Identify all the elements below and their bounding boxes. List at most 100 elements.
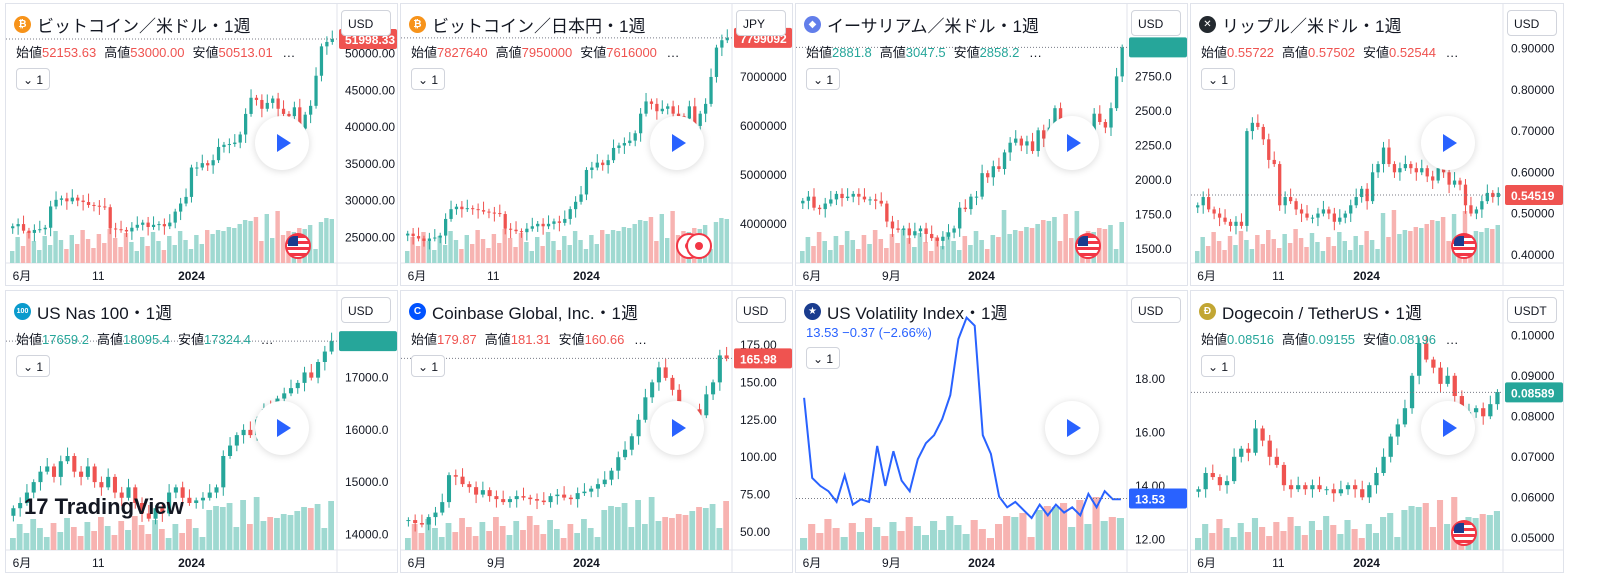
more-icon[interactable]: … [1025,45,1042,60]
volume-bar [682,515,689,550]
play-button[interactable] [1421,401,1475,455]
y-tick-label: 1500.0 [1135,242,1172,256]
chart-title[interactable]: C Coinbase Global, Inc.・1週 [409,299,638,324]
candle-body [427,238,431,241]
interval-toggle[interactable]: ⌄ 1 [1201,355,1235,377]
chart-title[interactable]: ₿ ビットコイン／米ドル・1週 [14,12,250,37]
currency-label[interactable]: USD [736,297,786,323]
currency-label[interactable]: USDT [1507,297,1557,323]
volume-bar [442,245,448,263]
currency-label[interactable]: JPY [736,10,786,36]
change-value: −0.37 [842,325,879,340]
candle-body [1360,188,1364,198]
x-tick-label: 11 [92,269,105,283]
volume-bar [1012,230,1018,263]
y-tick-label: 0.60000 [1511,165,1555,179]
chart-panel-ethusd[interactable]: 2750.0 2500.0 2250.0 2000.0 1750.0 1500.0 6月 9月… [795,3,1188,286]
chart-title[interactable]: Ð Dogecoin / TetherUS・1週 [1199,299,1422,324]
candle-body [244,113,248,135]
interval-toggle[interactable]: ⌄ 1 [411,68,445,90]
chart-panel-btcjpy[interactable]: 7000000 6000000 5000000 4000000 6月 11 2024 7799… [400,3,793,286]
chart-panel-nas100[interactable]: 17000.0 16000.0 15000.0 14000.0 6月 11 2024 100 U… [5,290,398,573]
currency-label[interactable]: USD [341,10,391,36]
candle-body [157,224,161,226]
volume-bar [324,218,329,263]
currency-label[interactable]: USD [1507,10,1557,36]
chart-canvas[interactable]: 50000.00 45000.00 40000.00 35000.00 30000.00… [6,4,398,286]
volume-bar [1365,524,1372,550]
more-icon[interactable]: … [630,332,647,347]
play-button[interactable] [255,116,309,170]
candle-body [413,520,418,524]
candle-body [1409,164,1413,169]
candle-body [1053,108,1057,128]
volume-bar [1315,242,1320,263]
volume-bar [833,236,839,263]
candle-body [480,490,485,495]
candle-body [1239,448,1244,457]
play-button[interactable] [1045,401,1099,455]
x-tick-label: 2024 [968,269,995,283]
ohlc-value: 0.55722 [1227,45,1275,60]
x-tick-label: 2024 [573,269,600,283]
chart-title[interactable]: 100 US Nas 100・1週 [14,299,172,324]
chart-panel-vix[interactable]: 18.00 16.00 14.00 12.00 6月 9月 2024 13.53 ★ US Vol… [795,290,1188,573]
chart-panel-btcusd[interactable]: 50000.00 45000.00 40000.00 35000.00 30000.00… [5,3,398,286]
chart-panel-coin[interactable]: 175.00 150.00 125.00 100.00 75.00 50.00 6月 9月 20… [400,290,793,573]
candle-body [1452,180,1457,185]
interval-toggle[interactable]: ⌄ 1 [806,68,840,90]
us-flag-icon [285,233,311,259]
y-tick-label: 0.08000 [1511,409,1555,423]
play-button[interactable] [255,401,309,455]
chart-title[interactable]: ₿ ビットコイン／日本円・1週 [409,12,645,37]
chart-canvas[interactable]: 17000.0 16000.0 15000.0 14000.0 6月 11 2024 [6,291,398,573]
y-tick-label: 16.00 [1135,426,1165,440]
play-button[interactable] [1421,116,1475,170]
volume-bar [709,504,716,550]
volume-bar [497,243,502,263]
volume-bar [1238,231,1244,263]
chart-title[interactable]: ★ US Volatility Index・1週 [804,299,1007,324]
more-icon[interactable]: … [1442,332,1459,347]
y-tick-label: 40000.00 [345,120,395,134]
x-tick-label: 11 [487,269,500,283]
more-icon[interactable]: … [1442,45,1459,60]
ohlc-label: 安値 [580,45,607,60]
interval-toggle[interactable]: ⌄ 1 [411,355,445,377]
volume-bar [824,519,832,550]
currency-label[interactable]: USD [341,297,391,323]
chart-title[interactable]: ✕ リップル／米ドル・1週 [1199,12,1401,37]
interval-toggle[interactable]: ⌄ 1 [16,355,50,377]
interval-toggle[interactable]: ⌄ 1 [1201,68,1235,90]
volume-bar [928,251,934,263]
currency-label[interactable]: USD [1131,297,1181,323]
x-tick-label: 9月 [882,556,901,570]
play-button[interactable] [650,116,704,170]
volume-bar [20,246,26,263]
volume-bar [253,217,259,263]
candle-body [103,206,107,208]
play-button[interactable] [650,401,704,455]
chart-panel-dogeusdt[interactable]: 0.10000 0.09000 0.08000 0.07000 0.06000 0.050… [1190,290,1564,573]
interval-toggle[interactable]: ⌄ 1 [16,68,50,90]
volume-bar [873,527,881,550]
volume-bar [1076,500,1084,550]
more-icon[interactable]: … [257,332,274,347]
volume-bar [37,250,42,263]
ohlc-label: 始値 [411,45,438,60]
candle-body [1250,122,1255,132]
currency-label[interactable]: USD [1131,10,1181,36]
volume-bar [253,497,260,550]
candle-body [314,75,318,106]
chart-panel-xrpusd[interactable]: 0.90000 0.80000 0.70000 0.60000 0.50000 0.400… [1190,3,1564,286]
more-icon[interactable]: … [662,45,680,60]
chart-title[interactable]: ◆ イーサリアム／米ドル・1週 [804,12,1039,37]
x-tick-label: 11 [1272,269,1285,283]
play-button[interactable] [1045,116,1099,170]
candle-body [72,456,77,472]
more-icon[interactable]: … [278,45,296,60]
interval-toggle[interactable]: ⌄ 1 [806,347,840,369]
symbol-title: イーサリアム／米ドル・1週 [827,17,1039,36]
